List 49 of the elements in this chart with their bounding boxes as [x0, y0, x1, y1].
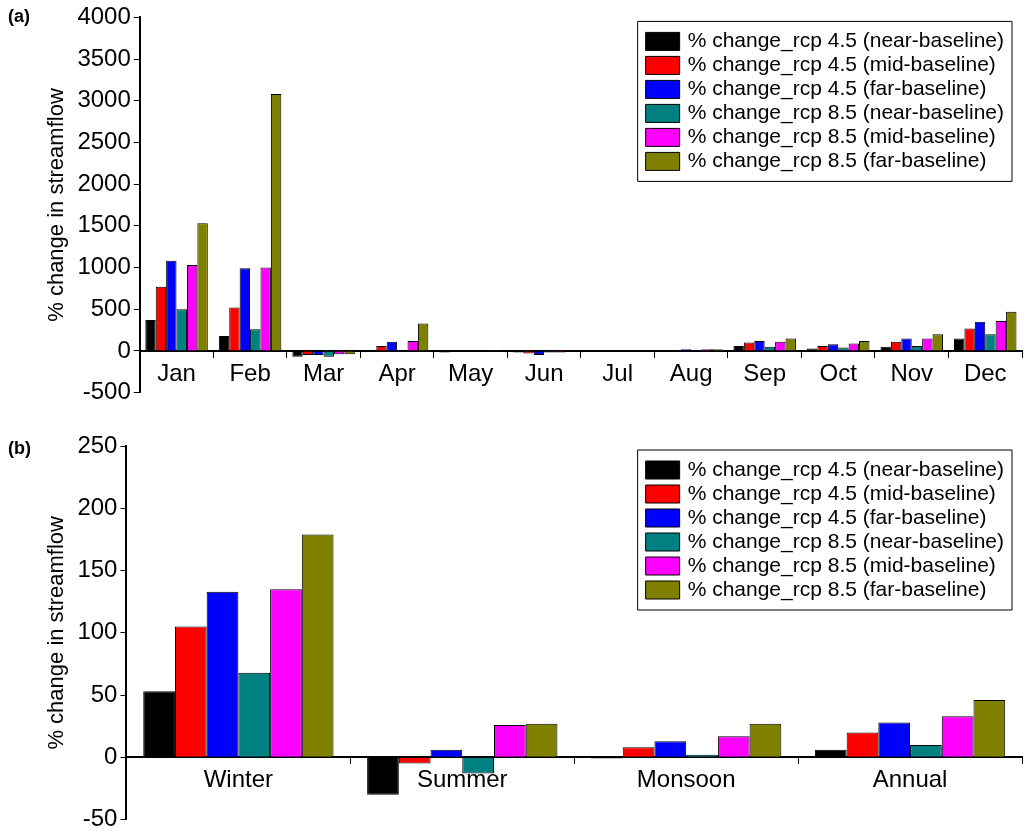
legend-label: % change_rcp 8.5 (mid-baseline) — [687, 124, 996, 149]
legend-label: % change_rcp 8.5 (far-baseline) — [687, 576, 987, 601]
y-tick-label: 0 — [117, 335, 131, 363]
chart-title: (b) — [8, 437, 31, 458]
x-tick-label: Apr — [378, 358, 416, 386]
x-tick-label: Winter — [203, 765, 274, 793]
y-tick-label: 100 — [77, 617, 118, 645]
x-tick-label: Oct — [819, 358, 858, 386]
x-tick-label: May — [447, 358, 494, 386]
legend-label: % change_rcp 4.5 (far-baseline) — [687, 504, 987, 529]
legend-label: % change_rcp 8.5 (near-baseline) — [687, 528, 1005, 553]
x-tick-label: Summer — [416, 765, 508, 793]
y-tick-label: 0 — [104, 741, 118, 769]
x-tick-label: Jan — [157, 358, 196, 386]
legend-label: % change_rcp 4.5 (far-baseline) — [687, 76, 987, 101]
y-tick-label: 1500 — [77, 210, 131, 238]
y-tick-label: 1000 — [77, 252, 131, 280]
x-tick-label: Dec — [963, 358, 1007, 386]
y-tick-label: 3000 — [77, 85, 131, 113]
y-axis-title: % change in streamflow — [43, 515, 69, 750]
y-tick-label: 150 — [77, 555, 118, 583]
y-tick-label: 500 — [90, 293, 131, 321]
chart-title: (a) — [8, 5, 30, 26]
y-tick-label: 250 — [77, 430, 118, 458]
legend-label: % change_rcp 8.5 (near-baseline) — [687, 100, 1005, 125]
x-tick-label: Sep — [743, 358, 787, 386]
x-tick-label: Monsoon — [636, 765, 736, 793]
y-tick-label: 200 — [77, 492, 118, 520]
y-axis-title: % change in streamflow — [43, 88, 69, 322]
y-tick-label: 3500 — [77, 43, 131, 71]
legend-label: % change_rcp 4.5 (near-baseline) — [687, 28, 1005, 53]
legend-label: % change_rcp 4.5 (mid-baseline) — [687, 480, 996, 505]
x-tick-label: Jul — [602, 358, 633, 386]
y-tick-label: 50 — [90, 679, 118, 707]
x-tick-label: Aug — [669, 358, 713, 386]
x-tick-label: Mar — [302, 358, 345, 386]
x-tick-label: Nov — [890, 358, 934, 386]
x-tick-label: Annual — [872, 765, 948, 793]
y-tick-label: 2000 — [77, 168, 131, 196]
legend-label: % change_rcp 8.5 (far-baseline) — [687, 148, 987, 173]
y-tick-label: 2500 — [77, 127, 131, 155]
legend-label: % change_rcp 4.5 (near-baseline) — [687, 456, 1005, 481]
y-tick-label: -50 — [82, 804, 118, 832]
legend-label: % change_rcp 4.5 (mid-baseline) — [687, 52, 996, 77]
x-tick-label: Jun — [524, 358, 564, 386]
y-tick-label: 4000 — [77, 2, 131, 30]
y-tick-label: -500 — [82, 377, 131, 405]
legend-label: % change_rcp 8.5 (mid-baseline) — [687, 552, 996, 577]
x-tick-label: Feb — [229, 358, 271, 386]
